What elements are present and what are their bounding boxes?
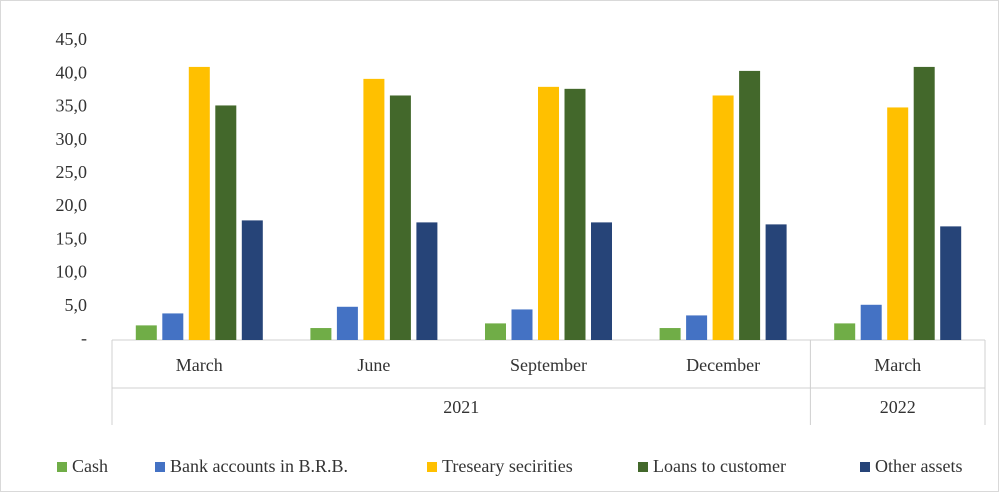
bar bbox=[834, 323, 856, 340]
legend-swatch bbox=[155, 462, 165, 472]
bar bbox=[659, 328, 681, 340]
bar bbox=[538, 86, 559, 340]
x-tick-label: June bbox=[357, 355, 390, 375]
bar bbox=[940, 226, 962, 340]
bar bbox=[135, 325, 157, 340]
bar bbox=[310, 328, 332, 340]
y-tick-label: 45,0 bbox=[56, 29, 88, 49]
legend-swatch bbox=[638, 462, 648, 472]
bar bbox=[162, 313, 184, 340]
y-tick-label: 5,0 bbox=[65, 295, 88, 315]
bar bbox=[765, 224, 787, 340]
x-tick-label: March bbox=[176, 355, 223, 375]
legend-swatch bbox=[427, 462, 437, 472]
legend-label: Loans to customer bbox=[653, 456, 786, 476]
bar bbox=[686, 315, 708, 340]
bar bbox=[739, 70, 761, 341]
bar bbox=[363, 78, 385, 340]
bar bbox=[511, 309, 533, 340]
bar bbox=[913, 66, 935, 340]
y-tick-label: 35,0 bbox=[56, 96, 88, 116]
bar bbox=[564, 88, 586, 340]
bar bbox=[215, 105, 237, 340]
bar bbox=[336, 306, 358, 340]
y-tick-label: 40,0 bbox=[56, 62, 88, 82]
y-tick-label: 10,0 bbox=[56, 262, 88, 282]
bar bbox=[416, 222, 438, 340]
bar bbox=[188, 66, 210, 340]
bar bbox=[860, 304, 882, 340]
x-tick-label: September bbox=[510, 355, 587, 375]
legend-label: Bank accounts in B.R.B. bbox=[170, 456, 348, 476]
legend-label: Cash bbox=[72, 456, 108, 476]
legend-label: Treseary secirities bbox=[442, 456, 573, 476]
bar bbox=[389, 95, 411, 341]
bar bbox=[887, 107, 909, 340]
y-tick-label: 20,0 bbox=[56, 195, 88, 215]
group-label: 2021 bbox=[443, 397, 479, 417]
legend-label: Other assets bbox=[875, 456, 962, 476]
bar bbox=[712, 95, 734, 341]
legend-swatch bbox=[57, 462, 67, 472]
x-tick-label: March bbox=[874, 355, 921, 375]
y-tick-label: 30,0 bbox=[56, 129, 88, 149]
bar bbox=[241, 220, 263, 340]
bar bbox=[485, 323, 506, 340]
bar bbox=[591, 222, 612, 340]
group-label: 2022 bbox=[880, 397, 916, 417]
y-tick-label: 15,0 bbox=[56, 228, 88, 248]
x-tick-label: December bbox=[686, 355, 760, 375]
legend-swatch bbox=[860, 462, 870, 472]
y-tick-label: - bbox=[81, 328, 87, 348]
y-tick-label: 25,0 bbox=[56, 162, 88, 182]
